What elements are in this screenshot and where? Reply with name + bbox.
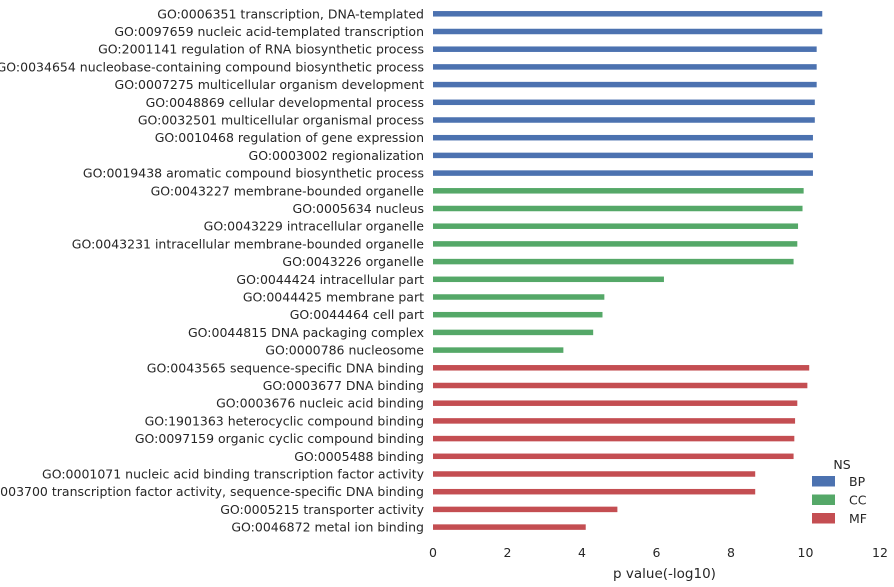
bar-cc-11	[433, 205, 803, 212]
bar-mf-28	[433, 506, 618, 513]
x-tick-label: 12	[872, 545, 888, 560]
bar-cc-16	[433, 294, 605, 300]
bar-mf-29	[433, 524, 586, 530]
bar-mf-27	[433, 488, 756, 495]
legend-label-mf: MF	[849, 511, 867, 526]
legend-title: NS	[833, 457, 850, 472]
x-tick-label: 0	[429, 545, 437, 560]
bar-mf-25	[433, 453, 794, 460]
x-tick-label: 4	[578, 545, 586, 560]
x-axis-ticks: 0 2 4 6 8 10 12	[429, 545, 888, 560]
category-label: GO:0044425 membrane part	[243, 290, 424, 305]
bar-bp-9	[433, 170, 813, 176]
bar-cc-17	[433, 311, 603, 318]
x-tick-label: 6	[653, 545, 661, 560]
bar-bp-7	[433, 134, 813, 141]
category-label: GO:0007275 multicellular organism develo…	[115, 77, 425, 92]
category-label: GO:0048869 cellular developmental proces…	[146, 95, 424, 110]
legend-label-bp: BP	[849, 474, 866, 489]
bar-mf-20	[433, 365, 810, 371]
bar-mf-26	[433, 471, 756, 477]
category-label: GO:0005215 transporter activity	[220, 502, 424, 517]
bar-bp-0	[433, 11, 823, 17]
category-label: GO:0032501 multicellular organismal proc…	[138, 113, 424, 128]
category-label: GO:0044815 DNA packaging complex	[188, 325, 424, 340]
category-label: GO:0003677 DNA binding	[263, 378, 424, 393]
legend-swatch-bp	[812, 476, 835, 487]
category-label: GO:0005634 nucleus	[293, 201, 424, 216]
category-label: GO:0006351 transcription, DNA-templated	[157, 6, 424, 21]
bar-bp-5	[433, 99, 815, 106]
category-label: GO:0019438 aromatic compound biosyntheti…	[83, 166, 424, 181]
bar-cc-12	[433, 223, 799, 229]
category-label: GO:0046872 metal ion binding	[231, 520, 424, 535]
bar-bp-1	[433, 28, 823, 35]
legend-label-cc: CC	[849, 493, 867, 508]
category-label: GO:2001141 regulation of RNA biosyntheti…	[98, 42, 424, 57]
category-label: GO:0043226 organelle	[282, 254, 424, 269]
bar-cc-10	[433, 188, 804, 194]
x-tick-label: 10	[798, 545, 814, 560]
bar-mf-23	[433, 418, 796, 424]
category-label: GO:0003676 nucleic acid binding	[216, 396, 424, 411]
x-tick-label: 2	[504, 545, 512, 560]
bar-bp-6	[433, 117, 815, 123]
legend-swatch-cc	[812, 494, 835, 505]
bars-group	[433, 11, 823, 530]
bar-bp-4	[433, 81, 817, 88]
x-axis-title: p value(-log10)	[613, 566, 716, 582]
category-label: GO:0044424 intracellular part	[236, 272, 424, 287]
category-label: GO:0034654 nucleobase-containing compoun…	[0, 59, 424, 74]
category-label: GO:0097659 nucleic acid-templated transc…	[114, 24, 424, 39]
category-label: GO:0005488 binding	[294, 449, 424, 464]
category-label: GO:0043229 intracellular organelle	[204, 219, 425, 234]
category-label: GO:0010468 regulation of gene expression	[155, 130, 424, 145]
x-tick-label: 8	[727, 545, 735, 560]
category-label: GO:0043565 sequence-specific DNA binding	[147, 360, 424, 375]
category-labels: GO:0006351 transcription, DNA-templated G…	[0, 6, 425, 534]
bar-cc-18	[433, 329, 594, 336]
category-label: GO:1901363 heterocyclic compound binding	[145, 413, 424, 428]
bar-cc-19	[433, 347, 564, 353]
category-label: GO:0044464 cell part	[290, 307, 424, 322]
category-label: GO:0000786 nucleosome	[265, 343, 424, 358]
bar-cc-14	[433, 258, 794, 265]
category-label: GO:0003700 transcription factor activity…	[0, 484, 424, 499]
category-label: GO:0003002 regionalization	[249, 148, 424, 163]
bar-cc-15	[433, 276, 664, 283]
legend: NS BP CC MF	[812, 457, 867, 526]
bar-mf-21	[433, 382, 808, 389]
bar-mf-22	[433, 400, 798, 406]
bar-bp-8	[433, 152, 813, 159]
category-label: GO:0043227 membrane-bounded organelle	[151, 183, 425, 198]
bar-cc-13	[433, 241, 798, 247]
category-label: GO:0001071 nucleic acid binding transcri…	[42, 467, 425, 482]
category-label: GO:0043231 intracellular membrane-bounde…	[72, 236, 425, 251]
bar-bp-3	[433, 64, 817, 70]
legend-swatch-mf	[812, 513, 835, 524]
bar-mf-24	[433, 435, 795, 442]
category-label: GO:0097159 organic cyclic compound bindi…	[135, 431, 424, 446]
bar-bp-2	[433, 46, 817, 52]
legend-entries: BP CC MF	[812, 474, 867, 526]
